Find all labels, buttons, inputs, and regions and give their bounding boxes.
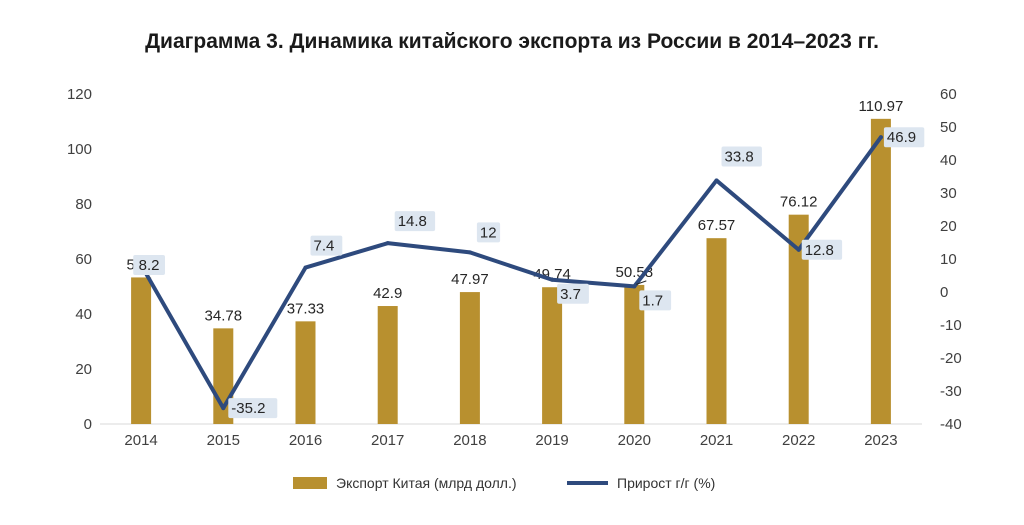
left-axis-tick: 40 <box>75 306 92 323</box>
line-label-box <box>883 127 925 148</box>
line-data-label: 12 <box>480 224 497 241</box>
right-axis-tick: -30 <box>940 383 962 400</box>
right-axis-tick: 40 <box>940 152 957 169</box>
growth-point <box>385 241 390 246</box>
legend-line-label: Прирост г/г (%) <box>617 475 715 491</box>
legend-bar-label: Экспорт Китая (млрд долл.) <box>336 475 517 491</box>
x-axis-tick: 2023 <box>864 432 897 449</box>
right-axis-tick: 50 <box>940 119 957 136</box>
x-axis-tick: 2020 <box>618 432 651 449</box>
bar <box>788 214 809 424</box>
growth-point <box>303 265 308 270</box>
growth-point <box>796 247 801 252</box>
left-axis-tick: 100 <box>67 141 92 158</box>
bar <box>295 321 316 424</box>
x-axis-tick: 2019 <box>535 432 568 449</box>
growth-point <box>632 284 637 289</box>
bar-data-label: 67.57 <box>698 217 736 234</box>
x-axis-tick: 2021 <box>700 432 733 449</box>
right-axis-tick: -20 <box>940 350 962 367</box>
line-data-label: 12.8 <box>805 242 834 259</box>
left-axis-tick: 80 <box>75 196 92 213</box>
right-axis-tick: -10 <box>940 317 962 334</box>
x-axis-tick: 2018 <box>453 432 486 449</box>
line-label-box <box>476 222 501 243</box>
line-data-label: 8.2 <box>139 257 160 274</box>
right-axis-tick: 10 <box>940 251 957 268</box>
line-label-box <box>721 146 762 167</box>
line-data-label: 1.7 <box>642 292 663 309</box>
line-data-label: 3.7 <box>560 286 581 303</box>
bar <box>542 287 563 424</box>
growth-point <box>714 178 719 183</box>
line-label-box <box>310 235 343 256</box>
left-axis-tick: 20 <box>75 361 92 378</box>
x-axis-tick: 2014 <box>124 432 157 449</box>
x-axis-tick: 2016 <box>289 432 322 449</box>
left-axis-tick: 60 <box>75 251 92 268</box>
legend-bar-swatch <box>293 477 327 489</box>
line-label-box <box>394 211 436 232</box>
line-data-label: -35.2 <box>231 400 265 417</box>
bar-data-label: 34.78 <box>205 307 243 324</box>
line-label-box <box>133 254 165 275</box>
growth-line <box>139 135 883 411</box>
line-data-label: 14.8 <box>398 213 427 230</box>
line-data-label: 7.4 <box>314 238 335 255</box>
bar <box>377 306 398 424</box>
line-data-label: 46.9 <box>887 129 916 146</box>
bar-data-label: 110.97 <box>859 98 904 115</box>
leader-line <box>636 280 647 285</box>
x-axis-tick: 2015 <box>207 432 240 449</box>
bar <box>870 118 891 425</box>
line-label-box <box>557 283 589 304</box>
bar-data-label: 42.9 <box>373 285 402 302</box>
line-data-label: 33.8 <box>725 148 754 165</box>
right-axis-tick: -40 <box>940 416 962 433</box>
bar <box>706 238 727 424</box>
line-label-box <box>228 398 278 419</box>
bar-data-label: 37.33 <box>287 300 325 317</box>
left-axis-tick: 0 <box>84 416 92 433</box>
bar-data-label: 76.12 <box>780 194 818 211</box>
growth-point <box>221 406 226 411</box>
growth-point <box>878 135 883 140</box>
line-label-box <box>801 239 843 260</box>
bar-data-label: 47.97 <box>451 271 489 288</box>
chart-title: Диаграмма 3. Динамика китайского экспорт… <box>145 30 879 53</box>
left-axis-tick: 120 <box>67 86 92 103</box>
bar <box>131 277 152 424</box>
bar <box>624 284 645 424</box>
growth-point <box>467 250 472 255</box>
bar <box>459 292 480 424</box>
x-axis-tick: 2022 <box>782 432 815 449</box>
right-axis-tick: 60 <box>940 86 957 103</box>
right-axis-tick: 30 <box>940 185 957 202</box>
right-axis-tick: 20 <box>940 218 957 235</box>
right-axis-tick: 0 <box>940 284 948 301</box>
x-axis-tick: 2017 <box>371 432 404 449</box>
line-label-box <box>639 290 672 311</box>
growth-point <box>550 277 555 282</box>
